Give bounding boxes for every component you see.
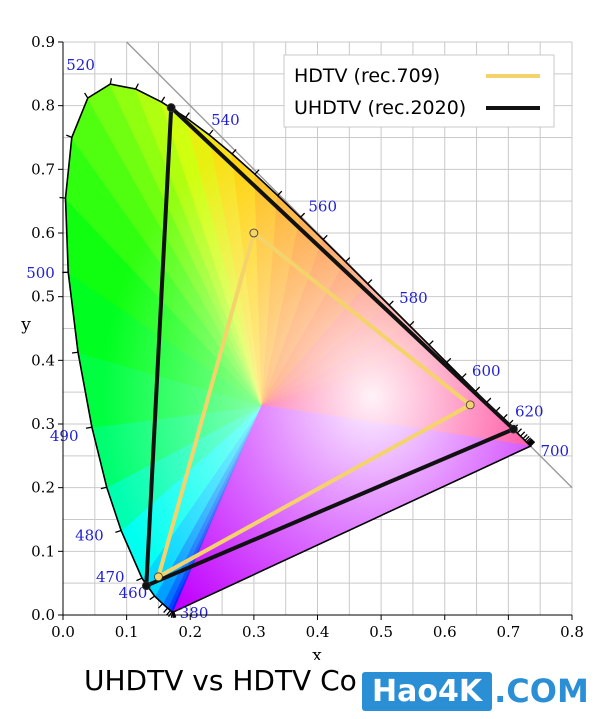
wavelength-label: 500 [26, 264, 55, 282]
wavelength-label: 470 [96, 568, 125, 586]
locus-tick [277, 190, 283, 196]
y-tick-label: 0.9 [31, 33, 55, 51]
primary-point [166, 103, 176, 112]
locus-tick [158, 603, 164, 609]
locus-tick [409, 320, 415, 327]
legend: HDTV (rec.709) UHDTV (rec.2020) [283, 54, 555, 128]
x-tick-label: 0.6 [433, 623, 457, 641]
locus-tick [254, 169, 260, 175]
legend-label-uhdtv: UHDTV (rec.2020) [294, 97, 466, 119]
locus-tick [185, 112, 190, 118]
locus-tick [85, 426, 93, 429]
locus-tick [345, 257, 351, 263]
locus-tick [525, 437, 532, 443]
legend-label-hdtv: HDTV (rec.709) [294, 65, 440, 87]
locus-tick [135, 83, 139, 90]
wavelength-label: 580 [399, 289, 428, 307]
locus-tick [516, 428, 522, 434]
x-axis-label: x [312, 646, 322, 660]
gamut-triangle [156, 231, 473, 579]
y-tick-label: 0.7 [31, 160, 55, 178]
cie-chromaticity-chart: 380460470480490500520540560580600620700 … [20, 33, 584, 660]
y-tick-label: 0.6 [31, 224, 55, 242]
y-axis-label: y [20, 315, 31, 335]
locus-tick [160, 96, 166, 103]
watermark-suffix: .COM [494, 672, 589, 710]
locus-tick [208, 129, 214, 136]
locus-tick [168, 611, 173, 618]
primary-point [249, 228, 259, 238]
locus-tick [163, 607, 169, 614]
wavelength-label: 380 [180, 604, 209, 622]
wavelength-label: 540 [211, 111, 240, 129]
locus-tick [428, 340, 434, 346]
locus-tick [71, 351, 79, 354]
primary-point [465, 400, 475, 410]
locus-tick [149, 595, 155, 601]
locus-tick [524, 435, 530, 442]
locus-tick [486, 397, 492, 403]
y-tick-label: 0.5 [31, 288, 55, 306]
wavelength-label: 620 [515, 403, 544, 421]
primary-point [141, 581, 151, 591]
caption-title: UHDTV vs HDTV Co [84, 664, 357, 697]
x-tick-label: 0.0 [51, 623, 75, 641]
wavelength-label: 520 [66, 56, 95, 74]
locus-tick [388, 300, 394, 306]
x-tick-label: 0.3 [242, 623, 266, 641]
y-tick-label: 0.1 [31, 542, 55, 560]
locus-tick [461, 373, 467, 379]
primary-point [509, 424, 518, 434]
y-tick-label: 0.4 [31, 351, 55, 369]
primary-point [154, 572, 163, 582]
wavelength-label: 490 [50, 427, 79, 445]
wavelength-label: 480 [75, 527, 104, 545]
y-tick-label: 0.3 [31, 415, 55, 433]
locus-tick [84, 92, 89, 99]
x-tick-label: 0.2 [178, 623, 202, 641]
locus-tick [59, 196, 66, 199]
locus-tick [109, 78, 113, 85]
gamut-triangles [141, 103, 518, 591]
wavelength-label: 600 [472, 362, 501, 380]
y-tick-label: 0.8 [31, 97, 55, 115]
locus-tick [522, 433, 528, 440]
locus-tick [322, 234, 328, 241]
x-tick-label: 0.8 [560, 623, 584, 641]
x-tick-label: 0.7 [496, 623, 520, 641]
locus-tick [527, 438, 533, 444]
locus-tick [299, 212, 306, 218]
locus-tick [529, 441, 536, 447]
locus-tick [100, 486, 107, 490]
locus-tick [527, 439, 533, 445]
watermark-main: Hao4K [362, 671, 493, 711]
y-tick-label: 0.2 [31, 479, 55, 497]
locus-tick [115, 529, 122, 534]
axes: 0.0 0.1 0.2 0.3 0.4 0.5 0.6 0.7 0.8 0.0 0.1 0.2 0.3 0… [31, 33, 584, 641]
wavelength-label: 560 [308, 197, 337, 215]
x-tick-label: 0.1 [115, 623, 139, 641]
locus-tick [136, 577, 143, 582]
locus-tick [474, 386, 481, 392]
y-tick-label: 0.0 [31, 606, 55, 624]
wavelength-label: 700 [540, 442, 569, 460]
watermark-logo: Hao4K .COM [362, 668, 596, 714]
locus-tick [446, 357, 452, 364]
locus-tick [231, 148, 237, 155]
locus-tick [66, 134, 73, 138]
locus-tick [519, 431, 526, 437]
gamut-triangle [144, 105, 516, 588]
wavelength-label: 460 [119, 584, 148, 602]
x-tick-label: 0.5 [369, 623, 393, 641]
locus-tick [367, 279, 373, 285]
x-tick-label: 0.4 [306, 623, 330, 641]
locus-tick [165, 610, 171, 616]
